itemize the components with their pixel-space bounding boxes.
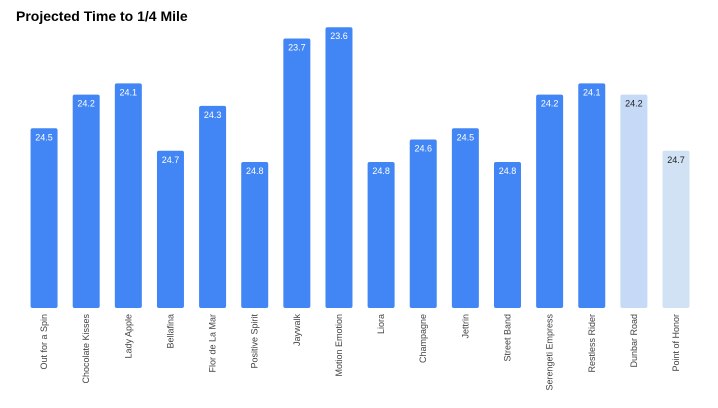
value-label: 24.8 [499,166,517,176]
chart-title: Projected Time to 1/4 Mile [16,8,188,24]
value-label: 24.3 [204,110,222,120]
x-tick-label: Champagne [418,314,428,363]
x-tick-label: Out for a Spin [39,314,49,370]
x-tick-label: Point of Honor [671,314,681,372]
x-tick-label: Restless Rider [587,314,597,373]
bar [578,83,606,308]
value-label: 24.5 [35,132,53,142]
bar [536,94,564,308]
bar [72,94,100,308]
value-label: 24.8 [372,166,390,176]
x-tick-label: Bellafina [165,314,175,349]
bar [241,162,269,308]
value-label: 24.6 [414,144,432,154]
value-label: 24.5 [457,132,475,142]
bar [30,128,58,308]
value-label: 24.7 [667,155,685,165]
bar [662,150,690,308]
value-label: 24.2 [77,99,95,109]
x-tick-label: Jettrin [460,314,470,339]
bar [199,105,227,308]
bar [114,83,142,308]
x-tick-label: Liora [376,314,386,334]
bar [156,150,184,308]
bar [283,38,311,308]
x-tick-label: Dunbar Road [629,314,639,368]
x-tick-label: Lady Apple [123,314,133,359]
x-tick-label: Street Band [502,314,512,362]
bar [451,128,479,308]
bar [493,162,521,308]
value-label: 23.7 [288,42,306,52]
x-tick-label: Flor de La Mar [208,314,218,373]
bar [620,94,648,308]
bar [409,139,437,308]
bar [325,27,353,308]
x-tick-label: Motion Emotion [334,314,344,377]
x-tick-label: Chocolate Kisses [81,314,91,384]
x-tick-label: Positive Spirit [250,314,260,369]
x-tick-label: Serengeti Empress [545,314,555,391]
bar [367,162,395,308]
x-tick-label: Jaywalk [292,314,302,347]
value-label: 24.7 [162,155,180,165]
value-label: 24.2 [625,99,643,109]
value-label: 24.2 [541,99,559,109]
value-label: 24.1 [583,87,601,97]
value-label: 24.1 [120,87,138,97]
value-label: 23.6 [330,31,348,41]
value-label: 24.8 [246,166,264,176]
